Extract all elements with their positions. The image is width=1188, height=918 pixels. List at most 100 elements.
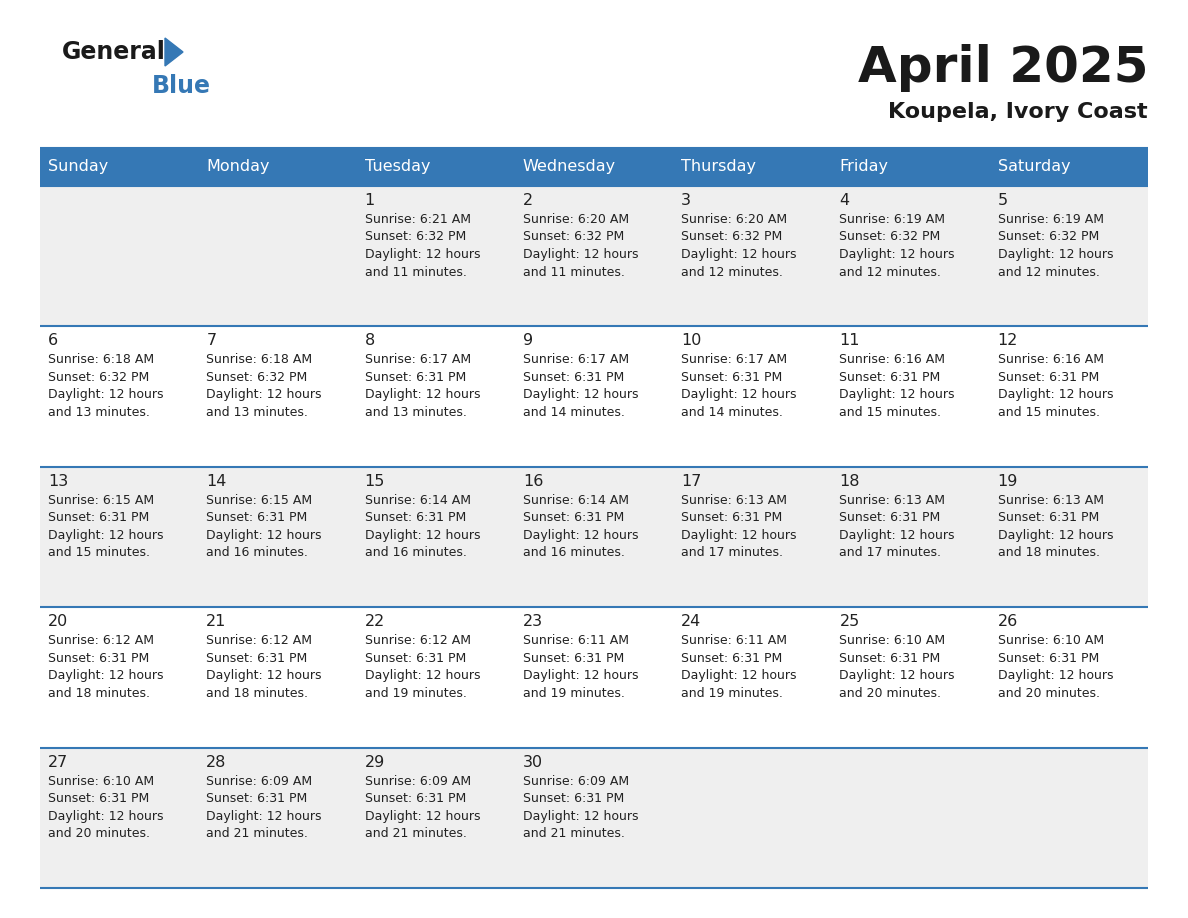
Text: Sunset: 6:31 PM: Sunset: 6:31 PM	[998, 371, 1099, 384]
Text: Sunrise: 6:13 AM: Sunrise: 6:13 AM	[681, 494, 788, 507]
Text: 7: 7	[207, 333, 216, 349]
Text: Daylight: 12 hours: Daylight: 12 hours	[998, 529, 1113, 542]
Text: and 15 minutes.: and 15 minutes.	[998, 406, 1100, 419]
Bar	[40, 747, 1148, 888]
Text: 12: 12	[998, 333, 1018, 349]
Text: and 21 minutes.: and 21 minutes.	[523, 827, 625, 840]
Text: Daylight: 12 hours: Daylight: 12 hours	[681, 388, 797, 401]
Text: Daylight: 12 hours: Daylight: 12 hours	[998, 669, 1113, 682]
Text: Sunset: 6:31 PM: Sunset: 6:31 PM	[207, 511, 308, 524]
Text: 30: 30	[523, 755, 543, 769]
Text: Sunset: 6:31 PM: Sunset: 6:31 PM	[998, 652, 1099, 665]
Text: Thursday: Thursday	[681, 160, 756, 174]
Text: Sunrise: 6:11 AM: Sunrise: 6:11 AM	[523, 634, 628, 647]
Text: 13: 13	[48, 474, 68, 488]
Text: and 14 minutes.: and 14 minutes.	[681, 406, 783, 419]
Text: 17: 17	[681, 474, 702, 488]
Text: Daylight: 12 hours: Daylight: 12 hours	[840, 388, 955, 401]
Text: Daylight: 12 hours: Daylight: 12 hours	[48, 388, 164, 401]
Text: 19: 19	[998, 474, 1018, 488]
Text: Sunrise: 6:09 AM: Sunrise: 6:09 AM	[523, 775, 628, 788]
Text: Sunrise: 6:16 AM: Sunrise: 6:16 AM	[998, 353, 1104, 366]
Text: Sunset: 6:31 PM: Sunset: 6:31 PM	[681, 652, 783, 665]
Text: Friday: Friday	[840, 160, 889, 174]
Text: Sunset: 6:31 PM: Sunset: 6:31 PM	[365, 511, 466, 524]
Text: and 15 minutes.: and 15 minutes.	[840, 406, 941, 419]
Text: and 19 minutes.: and 19 minutes.	[681, 687, 783, 700]
Text: 15: 15	[365, 474, 385, 488]
Text: and 16 minutes.: and 16 minutes.	[523, 546, 625, 559]
Text: Daylight: 12 hours: Daylight: 12 hours	[523, 810, 638, 823]
Text: Wednesday: Wednesday	[523, 160, 617, 174]
Text: and 17 minutes.: and 17 minutes.	[681, 546, 783, 559]
Text: Sunset: 6:32 PM: Sunset: 6:32 PM	[48, 371, 150, 384]
Text: Sunrise: 6:12 AM: Sunrise: 6:12 AM	[207, 634, 312, 647]
Text: 8: 8	[365, 333, 375, 349]
Text: and 21 minutes.: and 21 minutes.	[365, 827, 467, 840]
Text: and 14 minutes.: and 14 minutes.	[523, 406, 625, 419]
Text: Sunset: 6:31 PM: Sunset: 6:31 PM	[523, 652, 624, 665]
Text: Daylight: 12 hours: Daylight: 12 hours	[365, 388, 480, 401]
Text: 11: 11	[840, 333, 860, 349]
Text: Sunset: 6:31 PM: Sunset: 6:31 PM	[365, 792, 466, 805]
Text: 25: 25	[840, 614, 860, 629]
Text: General: General	[62, 40, 166, 64]
Text: Sunset: 6:32 PM: Sunset: 6:32 PM	[840, 230, 941, 243]
Bar	[40, 327, 1148, 466]
Text: Sunrise: 6:17 AM: Sunrise: 6:17 AM	[365, 353, 470, 366]
Text: and 13 minutes.: and 13 minutes.	[48, 406, 150, 419]
Text: and 18 minutes.: and 18 minutes.	[207, 687, 308, 700]
Text: and 19 minutes.: and 19 minutes.	[365, 687, 467, 700]
Text: and 11 minutes.: and 11 minutes.	[523, 265, 625, 278]
Text: Sunrise: 6:16 AM: Sunrise: 6:16 AM	[840, 353, 946, 366]
Text: 3: 3	[681, 193, 691, 208]
Text: 21: 21	[207, 614, 227, 629]
Text: 6: 6	[48, 333, 58, 349]
Text: and 18 minutes.: and 18 minutes.	[48, 687, 150, 700]
Text: Saturday: Saturday	[998, 160, 1070, 174]
Text: Sunset: 6:31 PM: Sunset: 6:31 PM	[365, 652, 466, 665]
Text: Sunrise: 6:13 AM: Sunrise: 6:13 AM	[840, 494, 946, 507]
Text: Sunset: 6:31 PM: Sunset: 6:31 PM	[207, 792, 308, 805]
Text: Sunset: 6:32 PM: Sunset: 6:32 PM	[523, 230, 624, 243]
Text: Sunrise: 6:17 AM: Sunrise: 6:17 AM	[681, 353, 788, 366]
Text: Sunset: 6:31 PM: Sunset: 6:31 PM	[207, 652, 308, 665]
Text: Sunset: 6:31 PM: Sunset: 6:31 PM	[523, 371, 624, 384]
Text: Daylight: 12 hours: Daylight: 12 hours	[523, 388, 638, 401]
Text: and 12 minutes.: and 12 minutes.	[681, 265, 783, 278]
Bar	[40, 466, 1148, 607]
Text: and 20 minutes.: and 20 minutes.	[840, 687, 941, 700]
Text: Daylight: 12 hours: Daylight: 12 hours	[48, 810, 164, 823]
Text: Sunset: 6:31 PM: Sunset: 6:31 PM	[365, 371, 466, 384]
Text: Sunset: 6:31 PM: Sunset: 6:31 PM	[840, 511, 941, 524]
Text: 5: 5	[998, 193, 1007, 208]
Text: Sunrise: 6:10 AM: Sunrise: 6:10 AM	[840, 634, 946, 647]
Text: Sunrise: 6:13 AM: Sunrise: 6:13 AM	[998, 494, 1104, 507]
Text: Sunset: 6:32 PM: Sunset: 6:32 PM	[365, 230, 466, 243]
Text: Sunset: 6:31 PM: Sunset: 6:31 PM	[681, 511, 783, 524]
Bar	[40, 607, 1148, 747]
Text: Sunrise: 6:09 AM: Sunrise: 6:09 AM	[207, 775, 312, 788]
Text: Daylight: 12 hours: Daylight: 12 hours	[365, 810, 480, 823]
Text: and 12 minutes.: and 12 minutes.	[998, 265, 1100, 278]
Text: 27: 27	[48, 755, 68, 769]
Text: Sunrise: 6:18 AM: Sunrise: 6:18 AM	[207, 353, 312, 366]
Text: Sunday: Sunday	[48, 160, 108, 174]
Text: and 15 minutes.: and 15 minutes.	[48, 546, 150, 559]
Text: Daylight: 12 hours: Daylight: 12 hours	[681, 529, 797, 542]
Text: and 19 minutes.: and 19 minutes.	[523, 687, 625, 700]
Text: and 13 minutes.: and 13 minutes.	[365, 406, 467, 419]
Text: Koupela, Ivory Coast: Koupela, Ivory Coast	[889, 102, 1148, 122]
Text: 16: 16	[523, 474, 543, 488]
Text: Sunrise: 6:20 AM: Sunrise: 6:20 AM	[523, 213, 628, 226]
Text: 14: 14	[207, 474, 227, 488]
Text: 1: 1	[365, 193, 375, 208]
Text: Sunset: 6:31 PM: Sunset: 6:31 PM	[998, 511, 1099, 524]
Text: Sunset: 6:31 PM: Sunset: 6:31 PM	[523, 511, 624, 524]
Text: 26: 26	[998, 614, 1018, 629]
Text: Daylight: 12 hours: Daylight: 12 hours	[523, 248, 638, 261]
Text: Tuesday: Tuesday	[365, 160, 430, 174]
Text: Sunset: 6:32 PM: Sunset: 6:32 PM	[998, 230, 1099, 243]
Text: Sunrise: 6:21 AM: Sunrise: 6:21 AM	[365, 213, 470, 226]
Text: 22: 22	[365, 614, 385, 629]
